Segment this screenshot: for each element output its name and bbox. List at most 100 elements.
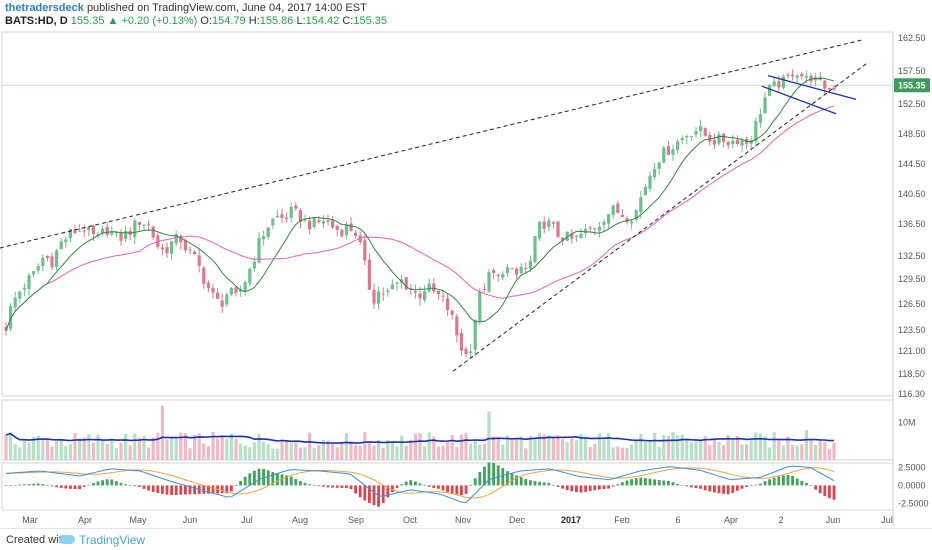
macd-histogram-bar — [529, 480, 532, 486]
candle-body — [367, 259, 371, 290]
candle — [758, 108, 762, 128]
candle — [395, 281, 399, 291]
candle-body — [211, 287, 215, 293]
macd-histogram-bar — [414, 481, 417, 486]
volume-bar — [110, 438, 114, 460]
volume-bar — [59, 438, 63, 460]
volume-bar — [731, 439, 735, 460]
author-link[interactable]: thetradersdeck — [5, 2, 84, 14]
volume-bar — [689, 442, 693, 460]
volume-tick-label: 10M — [898, 418, 916, 428]
candle — [331, 216, 335, 230]
candle — [124, 225, 128, 242]
volume-bar — [105, 444, 109, 460]
upper-trendline — [0, 39, 863, 249]
candle-body — [597, 226, 601, 231]
volume-bar — [252, 442, 256, 460]
candle — [36, 263, 40, 274]
volume-bar — [455, 446, 459, 460]
macd-histogram-bar — [409, 480, 413, 486]
volume-bar — [179, 432, 183, 460]
time-tick-label: Jul — [881, 515, 893, 525]
close-label: C: — [342, 15, 354, 27]
candle-body — [101, 228, 105, 234]
macd-histogram-bar — [220, 485, 224, 494]
candle — [579, 228, 583, 239]
volume-bar — [515, 438, 519, 460]
macd-histogram-bar — [625, 480, 629, 486]
volume-bar — [772, 432, 776, 460]
volume-bar — [717, 441, 721, 460]
candle — [101, 225, 105, 237]
tradingview-brand[interactable]: TradingView — [79, 533, 146, 547]
candle-body — [487, 272, 491, 292]
candle — [786, 72, 790, 79]
macd-histogram-bar — [823, 485, 827, 497]
macd-histogram-bar — [105, 479, 109, 486]
volume-bar — [41, 438, 45, 460]
candle-body — [469, 351, 473, 354]
candle — [418, 286, 422, 306]
tradingview-logo-icon — [59, 535, 75, 544]
close-value: 155.35 — [353, 15, 387, 27]
price-chart[interactable]: 162.50 157.50 152.50 148.50 144.50 140.50 136.… — [0, 28, 932, 528]
candle-body — [768, 85, 772, 96]
volume-bar — [519, 436, 523, 460]
candle — [119, 229, 123, 246]
macd-histogram-bar — [510, 473, 514, 486]
candle-body — [441, 295, 445, 297]
volume-bar — [151, 437, 155, 460]
volume-bar — [354, 444, 358, 460]
candle-body — [432, 283, 436, 292]
macd-histogram-bar — [575, 485, 578, 493]
candle — [556, 220, 560, 239]
volume-bar — [390, 442, 394, 460]
ohlc-line: BATS:HD, D 155.35 ▲ +0.20 (+0.13%) O:154… — [5, 15, 387, 27]
volume-bar — [4, 434, 8, 460]
macd-histogram-bar — [828, 485, 831, 499]
candle-body — [225, 294, 229, 305]
candle-body — [519, 266, 523, 274]
volume-bar — [418, 433, 422, 460]
macd-histogram-bar — [565, 485, 569, 491]
candle-body — [579, 233, 583, 239]
volume-bar — [197, 433, 201, 460]
macd-histogram-bar — [253, 470, 256, 486]
macd-histogram-bar — [786, 474, 790, 486]
candle-body — [271, 218, 275, 226]
candle — [726, 141, 730, 149]
macd-histogram-bar — [782, 475, 785, 486]
candle — [510, 267, 514, 269]
volume-bar — [607, 433, 611, 460]
candle-body — [620, 214, 624, 217]
symbol-label[interactable]: BATS:HD, D — [5, 15, 68, 27]
volume-bar — [653, 432, 657, 460]
candle-body — [574, 235, 578, 237]
candle-body — [694, 130, 698, 135]
candle — [188, 246, 192, 255]
candle-body — [772, 81, 776, 87]
candle — [9, 303, 13, 332]
macd-histogram-bar — [607, 485, 610, 489]
volume-bar — [492, 436, 496, 460]
candle — [298, 207, 302, 229]
macd-histogram-bar — [381, 485, 385, 504]
price-tick-label: 132.50 — [898, 251, 926, 261]
candle — [620, 209, 624, 218]
volume-bar — [501, 444, 505, 460]
candle — [432, 277, 436, 294]
macd-histogram-bar — [538, 481, 541, 486]
volume-bar — [101, 441, 105, 460]
macd-histogram-bar — [685, 485, 689, 487]
candle-body — [87, 226, 91, 231]
candle-body — [119, 232, 123, 241]
macd-histogram-bar — [174, 485, 178, 495]
candle — [206, 280, 210, 293]
volume-bar — [55, 441, 59, 460]
candle — [570, 229, 574, 244]
volume-bar — [745, 444, 749, 460]
candle-body — [735, 139, 739, 145]
candle — [423, 285, 427, 303]
volume-bar — [303, 447, 307, 460]
macd-histogram-bar — [552, 484, 555, 486]
